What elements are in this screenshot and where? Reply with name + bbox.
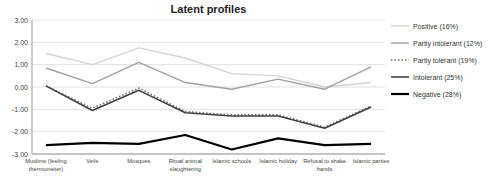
x-tick-label-line: Mosques — [127, 158, 150, 164]
x-tick-label: Refusal to shake hands — [303, 158, 346, 172]
legend-label: Partly tolerant (19%) — [413, 57, 477, 65]
x-tick-label-line: Ritual animal — [169, 158, 202, 164]
grid-line — [32, 109, 385, 110]
grid-line — [32, 154, 385, 155]
legend-label: Negative (28%) — [413, 91, 461, 99]
legend-swatch — [391, 93, 409, 95]
x-tick-label-line: hands — [317, 166, 333, 172]
legend-swatch — [391, 59, 409, 61]
x-tick-label: Muslims (feeling thermometer) — [25, 158, 67, 172]
series-line — [46, 62, 371, 89]
x-tick-label-line: Muslims (feeling — [25, 158, 67, 164]
x-tick-label-line: Veils — [86, 158, 98, 164]
x-tick-label: Ritual animal slaughtering — [169, 158, 202, 172]
x-tick-label-line: thermometer) — [29, 166, 64, 172]
y-tick-label: -1.00 — [12, 106, 28, 113]
grid-line — [32, 131, 385, 132]
legend-label: Intolerant (25%) — [413, 74, 463, 82]
series-line — [46, 135, 371, 150]
x-tick-label: Veils — [86, 158, 98, 164]
y-axis-line — [32, 20, 33, 154]
grid-line — [32, 64, 385, 65]
legend-swatch — [391, 25, 409, 26]
grid-line — [32, 20, 385, 21]
series-line — [46, 86, 371, 127]
series-line — [46, 86, 371, 128]
y-tick-label: 0.00 — [14, 84, 28, 91]
legend-label: Partly intolerant (12%) — [413, 40, 482, 48]
legend-swatch — [391, 42, 409, 43]
legend-swatch — [391, 76, 409, 78]
x-tick-label: Mosques — [127, 158, 150, 164]
x-axis: Muslims (feeling thermometer) Veils Mosques… — [25, 158, 389, 172]
x-tick-label: Islamic holiday — [259, 158, 297, 164]
series-line — [46, 48, 371, 87]
y-axis: -3.00 -2.00 -1.00 0.00 1.00 2.00 3.00 — [12, 17, 385, 158]
x-tick-label: Islamic schools — [212, 158, 251, 164]
x-axis-line — [32, 154, 385, 155]
x-tick-label-line: Refusal to shake — [303, 158, 346, 164]
y-tick-label: 3.00 — [14, 17, 28, 24]
legend-label: Positive (16%) — [413, 23, 458, 31]
legend: Positive (16%) Partly intolerant (12%) Par… — [391, 23, 482, 99]
y-tick-label: -2.00 — [12, 128, 28, 135]
x-tick-label-line: Islamic holiday — [259, 158, 297, 164]
title: Latent profiles — [171, 3, 247, 15]
x-tick-label-line: Islamic schools — [212, 158, 251, 164]
chart: Latent profiles -3.00 -2.00 -1.00 0.00 1.00 2.… — [0, 0, 500, 179]
y-tick-label: 2.00 — [14, 39, 28, 46]
x-tick-label-line: Islamic parties — [353, 158, 390, 164]
x-tick-label-line: slaughtering — [170, 166, 201, 172]
lines — [46, 48, 371, 150]
y-tick-label: 1.00 — [14, 61, 28, 68]
y-tick-label: -3.00 — [12, 151, 28, 158]
grid-line — [32, 42, 385, 43]
x-tick-label: Islamic parties — [353, 158, 390, 164]
